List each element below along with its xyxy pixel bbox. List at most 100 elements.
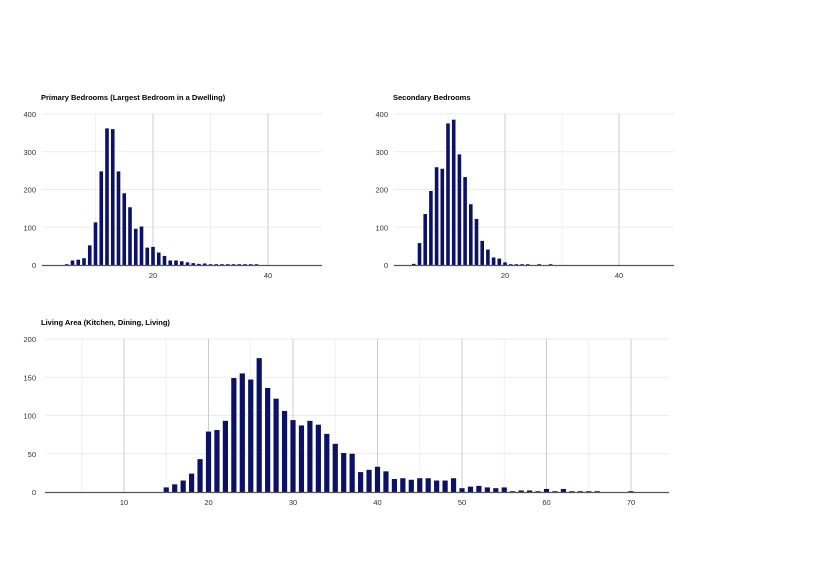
bar: [133, 228, 138, 265]
bar: [139, 226, 144, 265]
x-tick-label: 40: [264, 271, 272, 280]
bar: [202, 263, 207, 265]
bar: [467, 486, 474, 492]
bar: [552, 491, 558, 492]
bar: [569, 491, 575, 492]
bar: [197, 459, 203, 492]
bar: [451, 119, 456, 265]
plot-area: 0 100 200 300 400 20 40: [375, 110, 674, 280]
bar: [64, 264, 69, 265]
bar: [457, 154, 462, 265]
bar: [265, 387, 271, 492]
bar: [440, 168, 445, 265]
bar: [412, 263, 416, 265]
bar: [110, 129, 115, 265]
bar: [185, 262, 190, 265]
chart-primary-bedrooms: Primary Bedrooms (Largest Bedroom in a D…: [0, 85, 340, 295]
bar: [281, 410, 288, 492]
bar: [383, 471, 389, 492]
x-tick-label: 20: [149, 271, 157, 280]
y-tick-label: 200: [23, 186, 36, 195]
plot-area: 0 100 200 300 400 20 40: [23, 110, 322, 280]
bar: [307, 420, 313, 492]
bar: [99, 171, 104, 265]
x-tick-label: 20: [204, 498, 212, 507]
bar: [145, 247, 150, 265]
x-tick-label: 30: [289, 498, 297, 507]
bar: [243, 264, 247, 265]
bar: [548, 264, 553, 265]
plot-area: 0 50 100 150 200 10 20 30 40 50 60 70: [23, 335, 669, 507]
bar: [70, 260, 75, 265]
bar: [225, 264, 230, 265]
bar: [628, 491, 634, 492]
bar: [324, 433, 330, 492]
y-tick-label: 200: [23, 335, 36, 344]
bar: [231, 378, 237, 492]
bar: [442, 480, 448, 492]
bar: [332, 443, 338, 492]
x-tick-label: 60: [542, 498, 550, 507]
bar: [254, 264, 259, 265]
y-tick-label: 300: [23, 148, 36, 157]
y-tick-label: 300: [375, 148, 388, 157]
bar: [231, 264, 236, 265]
bar: [520, 264, 524, 265]
y-tick-label: 400: [375, 110, 388, 119]
bar: [586, 491, 592, 492]
y-tick-label: 0: [384, 261, 388, 270]
bar: [205, 431, 212, 492]
bar: [156, 252, 161, 265]
bar: [214, 264, 219, 265]
bar: [434, 167, 439, 265]
bar: [446, 123, 450, 265]
bar: [408, 479, 414, 492]
bar: [237, 264, 242, 265]
x-tick-label: 20: [501, 271, 509, 280]
bar: [434, 480, 440, 492]
bar: [543, 488, 550, 492]
bar: [208, 264, 213, 265]
bar: [116, 171, 121, 265]
bar: [248, 264, 253, 265]
bar: [189, 473, 195, 492]
bar: [484, 487, 490, 492]
y-tick-label: 100: [23, 223, 36, 232]
bar: [220, 264, 224, 265]
bar: [93, 222, 98, 265]
bar: [391, 478, 397, 492]
x-tick-label: 40: [373, 498, 381, 507]
bar: [423, 214, 427, 265]
bar: [122, 193, 127, 265]
bar: [537, 264, 541, 265]
bar: [82, 258, 86, 265]
bar: [163, 487, 169, 492]
x-tick-label: 70: [627, 498, 635, 507]
bar: [429, 191, 433, 265]
bar: [214, 430, 220, 492]
bar: [87, 245, 92, 265]
bar: [594, 491, 600, 492]
chart-living-area: Living Area (Kitchen, Dining, Living) 0 5…: [0, 310, 700, 520]
bar: [400, 478, 406, 492]
bar: [510, 491, 516, 492]
y-tick-label: 200: [375, 186, 388, 195]
bar: [560, 488, 566, 492]
bar: [374, 466, 381, 492]
bar: [469, 204, 473, 265]
bar: [366, 469, 372, 492]
bar: [491, 257, 496, 265]
bar: [503, 262, 507, 265]
bar: [168, 260, 173, 265]
bar: [180, 480, 186, 492]
y-tick-label: 150: [23, 373, 36, 382]
bar: [341, 452, 347, 492]
bar: [248, 379, 254, 492]
bar: [497, 258, 502, 265]
bar: [493, 488, 499, 492]
y-tick-label: 100: [23, 412, 36, 421]
bar: [476, 485, 482, 492]
bar: [577, 491, 583, 492]
y-tick-label: 0: [32, 261, 36, 270]
x-tick-label: 10: [120, 498, 128, 507]
